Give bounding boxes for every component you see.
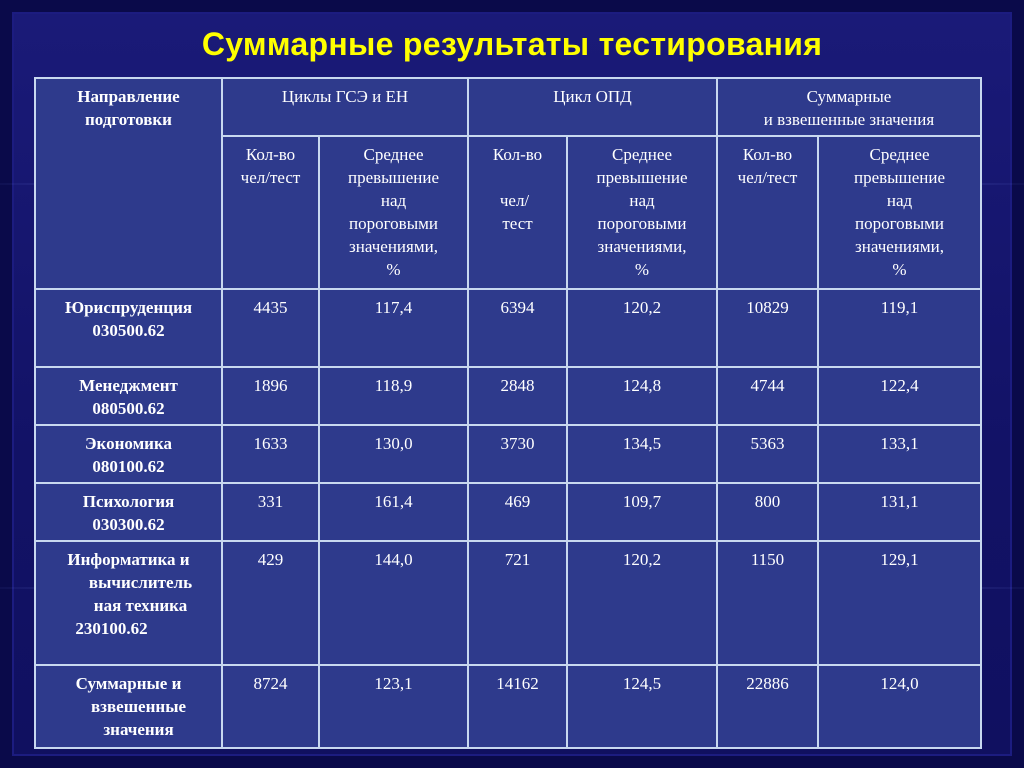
cell-gse-avg: 118,9 xyxy=(318,366,469,426)
table-row: Экономика 080100.62 1633 130,0 3730 134,… xyxy=(34,424,982,484)
results-table: Направление подготовки Циклы ГСЭ и ЕН Ци… xyxy=(34,77,982,749)
header-total-group: Суммарные и взвешенные значения xyxy=(716,77,982,137)
cell-total-avg: 131,1 xyxy=(817,482,982,542)
header-gse-count: Кол-во чел/тест xyxy=(221,135,320,290)
cell-gse-avg: 161,4 xyxy=(318,482,469,542)
cell-opd-count: 721 xyxy=(467,540,568,666)
cell-gse-avg: 144,0 xyxy=(318,540,469,666)
cell-gse-avg: 117,4 xyxy=(318,288,469,368)
cell-opd-avg: 124,5 xyxy=(566,664,718,749)
cell-opd-count: 469 xyxy=(467,482,568,542)
cell-total-count: 1150 xyxy=(716,540,819,666)
cell-gse-count: 4435 xyxy=(221,288,320,368)
cell-gse-count: 1896 xyxy=(221,366,320,426)
table-row: Суммарные и взвешенные значения 8724 123… xyxy=(34,664,982,749)
row-direction: Психология 030300.62 xyxy=(34,482,223,542)
cell-opd-avg: 120,2 xyxy=(566,288,718,368)
header-opd-group: Цикл ОПД xyxy=(467,77,718,137)
cell-total-count: 800 xyxy=(716,482,819,542)
cell-opd-count: 2848 xyxy=(467,366,568,426)
header-opd-count: Кол-во чел/ тест xyxy=(467,135,568,290)
header-gse-avg: Среднее превышение над пороговыми значен… xyxy=(318,135,469,290)
cell-opd-avg: 109,7 xyxy=(566,482,718,542)
row-direction: Экономика 080100.62 xyxy=(34,424,223,484)
cell-gse-count: 429 xyxy=(221,540,320,666)
cell-total-avg: 124,0 xyxy=(817,664,982,749)
cell-total-avg: 129,1 xyxy=(817,540,982,666)
cell-total-count: 5363 xyxy=(716,424,819,484)
cell-opd-avg: 124,8 xyxy=(566,366,718,426)
row-direction: Юриспруденция 030500.62 xyxy=(34,288,223,368)
table-row: Менеджмент 080500.62 1896 118,9 2848 124… xyxy=(34,366,982,426)
header-total-avg: Среднее превышение над пороговыми значен… xyxy=(817,135,982,290)
cell-gse-avg: 130,0 xyxy=(318,424,469,484)
cell-opd-avg: 120,2 xyxy=(566,540,718,666)
cell-total-avg: 122,4 xyxy=(817,366,982,426)
header-row-groups: Направление подготовки Циклы ГСЭ и ЕН Ци… xyxy=(34,77,982,290)
table-row: Информатика и вычислитель ная техника 23… xyxy=(34,540,982,666)
cell-total-count: 10829 xyxy=(716,288,819,368)
header-opd-avg: Среднее превышение над пороговыми значен… xyxy=(566,135,718,290)
row-direction: Суммарные и взвешенные значения xyxy=(34,664,223,749)
cell-opd-avg: 134,5 xyxy=(566,424,718,484)
table-row: Юриспруденция 030500.62 4435 117,4 6394 … xyxy=(34,288,982,368)
cell-gse-count: 8724 xyxy=(221,664,320,749)
cell-opd-count: 6394 xyxy=(467,288,568,368)
cell-gse-count: 331 xyxy=(221,482,320,542)
header-direction: Направление подготовки xyxy=(34,77,223,290)
header-gse-group: Циклы ГСЭ и ЕН xyxy=(221,77,469,137)
header-total-count: Кол-во чел/тест xyxy=(716,135,819,290)
cell-opd-count: 14162 xyxy=(467,664,568,749)
cell-gse-avg: 123,1 xyxy=(318,664,469,749)
table-row: Психология 030300.62 331 161,4 469 109,7… xyxy=(34,482,982,542)
cell-gse-count: 1633 xyxy=(221,424,320,484)
cell-total-count: 4744 xyxy=(716,366,819,426)
row-direction: Менеджмент 080500.62 xyxy=(34,366,223,426)
cell-total-count: 22886 xyxy=(716,664,819,749)
header-row-sub: Кол-во чел/тест Среднее превышение над п… xyxy=(35,135,982,290)
cell-total-avg: 119,1 xyxy=(817,288,982,368)
slide-title: Суммарные результаты тестирования xyxy=(201,26,823,62)
row-direction: Информатика и вычислитель ная техника 23… xyxy=(34,540,223,666)
cell-opd-count: 3730 xyxy=(467,424,568,484)
cell-total-avg: 133,1 xyxy=(817,424,982,484)
